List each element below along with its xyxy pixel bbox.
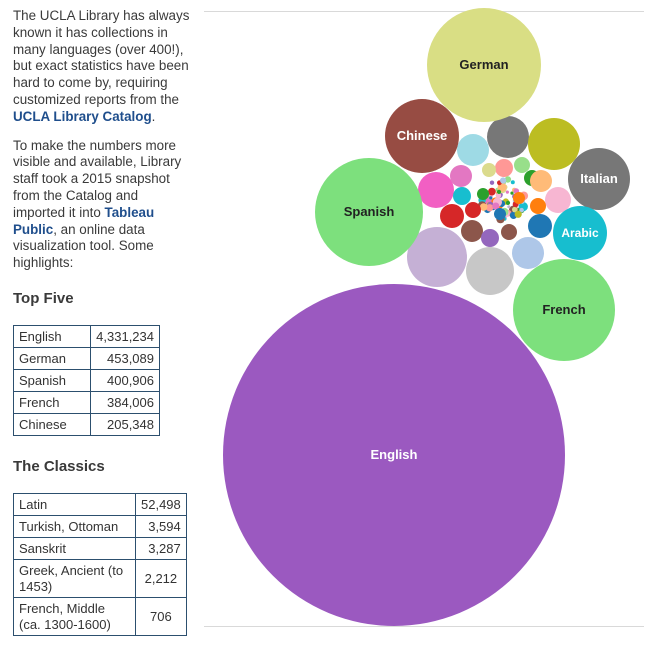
table-row: French 384,006 [13,390,160,414]
table-row: English 4,331,234 [13,324,160,348]
bubble-german [427,8,541,122]
bubble-arabic [553,206,607,260]
language-cell: French, Middle (ca. 1300-1600) [13,596,136,636]
bubble-unlabeled [477,188,489,200]
bubble-unlabeled [496,189,502,194]
bubble-french [513,259,615,361]
bubble-unlabeled [465,202,481,218]
bubble-spanish [315,158,423,266]
bubble-unlabeled [514,210,522,218]
bubble-unlabeled [528,214,552,238]
bubble-label-spanish: Spanish [344,204,395,219]
bubble-unlabeled [461,220,483,242]
bottom-divider [204,626,644,627]
bubble-italian [568,148,630,210]
bubble-unlabeled [510,191,514,195]
bubble-unlabeled [519,207,524,213]
bubble-unlabeled [450,165,472,187]
bubble-unlabeled [466,247,514,295]
bubble-unlabeled [507,205,511,209]
count-cell: 400,906 [90,368,160,392]
top-five-table: English 4,331,234 German 453,089 Spanish 40… [13,324,160,436]
language-cell: German [13,346,91,370]
bubble-unlabeled [495,159,513,177]
table-row: French, Middle (ca. 1300-1600) 706 [13,596,187,636]
bubble-unlabeled [440,204,464,228]
intro-text: , an online data visualization tool. Som… [13,221,154,271]
intro-paragraph-2: To make the numbers more visible and ava… [13,138,193,272]
bubble-unlabeled [501,224,517,240]
count-cell: 706 [135,596,187,636]
sidebar: The UCLA Library has always known it has… [13,8,193,636]
intro-text: . [151,108,156,124]
bubble-unlabeled [514,157,530,173]
table-row: Spanish 400,906 [13,368,160,392]
bubble-unlabeled [505,190,509,194]
bubble-label-french: French [542,302,585,317]
bubble-unlabeled [489,196,493,200]
top-five-title: Top Five [13,289,74,307]
bubble-unlabeled [495,192,502,199]
tableau-public-link[interactable]: Tableau Public [13,204,155,237]
count-cell: 453,089 [90,346,160,370]
bubble-unlabeled [489,180,495,185]
count-cell: 205,348 [90,412,160,436]
bubble-label-arabic: Arabic [561,226,599,240]
bubble-unlabeled [513,192,525,204]
table-row: Greek, Ancient (to 1453) 2,212 [13,558,187,598]
bubble-unlabeled [530,170,552,192]
intro-text: The UCLA Library has always known it has… [13,8,190,107]
bubble-unlabeled [504,176,512,183]
language-cell: English [13,324,91,348]
language-cell: Spanish [13,368,91,392]
bubble-unlabeled [494,208,506,220]
bubble-unlabeled [485,204,494,212]
intro-paragraph-1: The UCLA Library has always known it has… [13,8,193,126]
bubble-unlabeled [510,180,515,185]
table-row: German 453,089 [13,346,160,370]
bubble-unlabeled [407,227,467,287]
language-cell: Latin [13,492,136,516]
classics-title: The Classics [13,457,105,475]
intro-text: To make the numbers more visible and ava… [13,137,182,220]
bubble-unlabeled [500,177,507,184]
bubble-unlabeled [530,198,546,214]
bubble-unlabeled [481,229,499,247]
bubble-label-german: German [459,57,508,72]
bubble-english [223,284,565,626]
bubble-unlabeled [418,172,454,208]
bubble-unlabeled [528,118,580,170]
bubble-chinese [385,99,459,173]
bubble-unlabeled [487,116,529,158]
bubble-label-chinese: Chinese [397,128,448,143]
bubble-unlabeled [492,202,500,210]
bubble-unlabeled [479,203,488,211]
bubble-unlabeled [453,187,471,205]
bubble-label-english: English [371,447,418,462]
ucla-library-catalog-link[interactable]: UCLA Library Catalog [13,108,152,124]
bubble-unlabeled [457,134,489,166]
bubble-unlabeled [488,187,496,196]
count-cell: 2,212 [135,558,187,598]
classics-table: Latin 52,498 Turkish, Ottoman 3,594 Sanskr… [13,492,187,636]
count-cell: 4,331,234 [90,324,160,348]
bubble-unlabeled [512,237,544,269]
bubble-unlabeled [482,163,496,177]
language-cell: Greek, Ancient (to 1453) [13,558,136,598]
bubble-label-italian: Italian [580,171,618,186]
top-divider [204,11,644,12]
bubble-unlabeled [545,187,571,213]
bubble-unlabeled [512,206,518,213]
table-row: Chinese 205,348 [13,412,160,436]
bubble-unlabeled [505,200,511,205]
